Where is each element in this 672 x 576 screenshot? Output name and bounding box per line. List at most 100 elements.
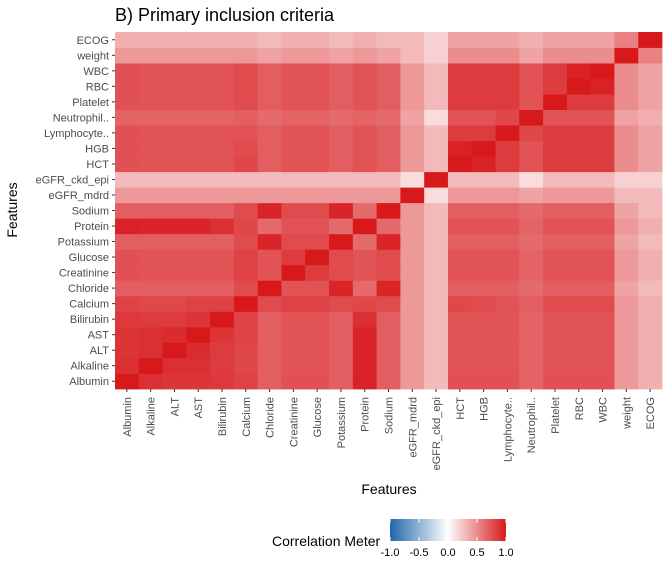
heatmap-cell xyxy=(424,187,449,204)
heatmap-cell xyxy=(543,63,568,79)
heatmap-cell xyxy=(590,32,615,48)
heatmap-cell xyxy=(305,218,330,235)
heatmap-cell xyxy=(281,94,306,111)
heatmap-cell xyxy=(281,264,306,281)
heatmap-cell xyxy=(210,295,235,312)
heatmap-cell xyxy=(495,47,520,64)
heatmap-cell xyxy=(543,233,568,250)
heatmap-cell xyxy=(590,295,615,312)
heatmap-cell xyxy=(471,357,496,374)
heatmap-cell xyxy=(447,78,473,95)
heatmap-cell xyxy=(424,140,449,157)
heatmap-cell xyxy=(400,233,425,250)
heatmap-cell xyxy=(210,187,235,204)
heatmap-cell xyxy=(424,32,449,48)
x-axis-title: Features xyxy=(361,481,416,497)
heatmap-cell xyxy=(115,342,140,359)
heatmap-cell xyxy=(519,326,544,343)
heatmap-cell xyxy=(138,295,163,312)
heatmap-cell xyxy=(447,373,473,390)
heatmap-cell xyxy=(400,47,425,64)
heatmap-cell xyxy=(376,32,401,48)
heatmap-cell xyxy=(138,109,163,126)
heatmap-cell xyxy=(447,218,473,235)
heatmap-cell xyxy=(614,109,639,126)
heatmap-cell xyxy=(257,218,282,235)
heatmap-cell xyxy=(590,280,615,297)
y-tick-label: WBC xyxy=(83,66,109,78)
legend-tick-label: 1.0 xyxy=(498,547,513,559)
heatmap-cell xyxy=(495,171,520,188)
heatmap-cell xyxy=(138,187,163,204)
heatmap-cell xyxy=(115,140,140,157)
heatmap-cell xyxy=(210,311,235,328)
heatmap-cell xyxy=(590,94,615,111)
heatmap-cell xyxy=(115,233,140,250)
heatmap-cell xyxy=(566,140,592,157)
heatmap-cell xyxy=(424,47,449,64)
heatmap-cell xyxy=(543,280,568,297)
heatmap-cell xyxy=(281,295,306,312)
heatmap-cell xyxy=(233,295,259,312)
heatmap-cell xyxy=(447,63,473,79)
heatmap-cell xyxy=(543,32,568,48)
heatmap-cell xyxy=(566,125,592,142)
heatmap-cell xyxy=(115,373,140,390)
y-tick-label: ALT xyxy=(90,345,110,357)
heatmap-cell xyxy=(233,233,259,250)
heatmap-cell xyxy=(138,140,163,157)
y-tick-label: Neutrophil.. xyxy=(53,112,109,124)
heatmap-cell xyxy=(400,202,425,219)
heatmap-cell xyxy=(543,357,568,374)
heatmap-cell xyxy=(138,47,163,64)
heatmap-cell xyxy=(495,342,520,359)
heatmap-cell xyxy=(329,342,354,359)
heatmap-cell xyxy=(424,342,449,359)
heatmap-cell xyxy=(257,357,282,374)
heatmap-cell xyxy=(138,32,163,48)
y-tick-label: Platelet xyxy=(72,97,109,109)
heatmap-cell xyxy=(400,32,425,48)
heatmap-cell xyxy=(352,109,378,126)
heatmap-cell xyxy=(543,295,568,312)
heatmap-cell xyxy=(471,202,496,219)
heatmap-cell xyxy=(543,140,568,157)
heatmap-cell xyxy=(400,63,425,79)
heatmap-cell xyxy=(257,311,282,328)
heatmap-cell xyxy=(471,47,496,64)
heatmap-cell xyxy=(305,280,330,297)
x-tick-label: Bilirubin xyxy=(217,397,229,436)
heatmap-cell xyxy=(329,63,354,79)
y-tick-label: Potassium xyxy=(58,237,109,249)
heatmap-cell xyxy=(495,264,520,281)
heatmap-cell xyxy=(138,171,163,188)
heatmap-cell xyxy=(329,187,354,204)
heatmap-cell xyxy=(376,357,401,374)
chart-title: B) Primary inclusion criteria xyxy=(115,5,335,25)
heatmap-cell xyxy=(424,78,449,95)
heatmap-cell xyxy=(519,357,544,374)
heatmap-cell xyxy=(590,47,615,64)
heatmap-cell xyxy=(210,202,235,219)
heatmap-cell xyxy=(590,218,615,235)
heatmap-cell xyxy=(495,78,520,95)
heatmap-cell xyxy=(233,140,259,157)
heatmap-cell xyxy=(138,264,163,281)
heatmap-cell xyxy=(471,264,496,281)
heatmap-cell xyxy=(447,342,473,359)
heatmap-cell xyxy=(257,78,282,95)
heatmap-cell xyxy=(376,109,401,126)
heatmap-cell xyxy=(115,94,140,111)
heatmap-cell xyxy=(495,249,520,266)
heatmap-cell xyxy=(281,78,306,95)
heatmap-cell xyxy=(162,342,187,359)
heatmap-cell xyxy=(138,63,163,79)
x-tick-label: weight xyxy=(621,397,633,430)
heatmap-cell xyxy=(210,47,235,64)
heatmap-cell xyxy=(138,357,163,374)
heatmap-cell xyxy=(233,311,259,328)
y-tick-label: AST xyxy=(88,330,110,342)
y-tick-label: Glucose xyxy=(69,252,109,264)
heatmap-cell xyxy=(424,202,449,219)
heatmap-cell xyxy=(447,187,473,204)
